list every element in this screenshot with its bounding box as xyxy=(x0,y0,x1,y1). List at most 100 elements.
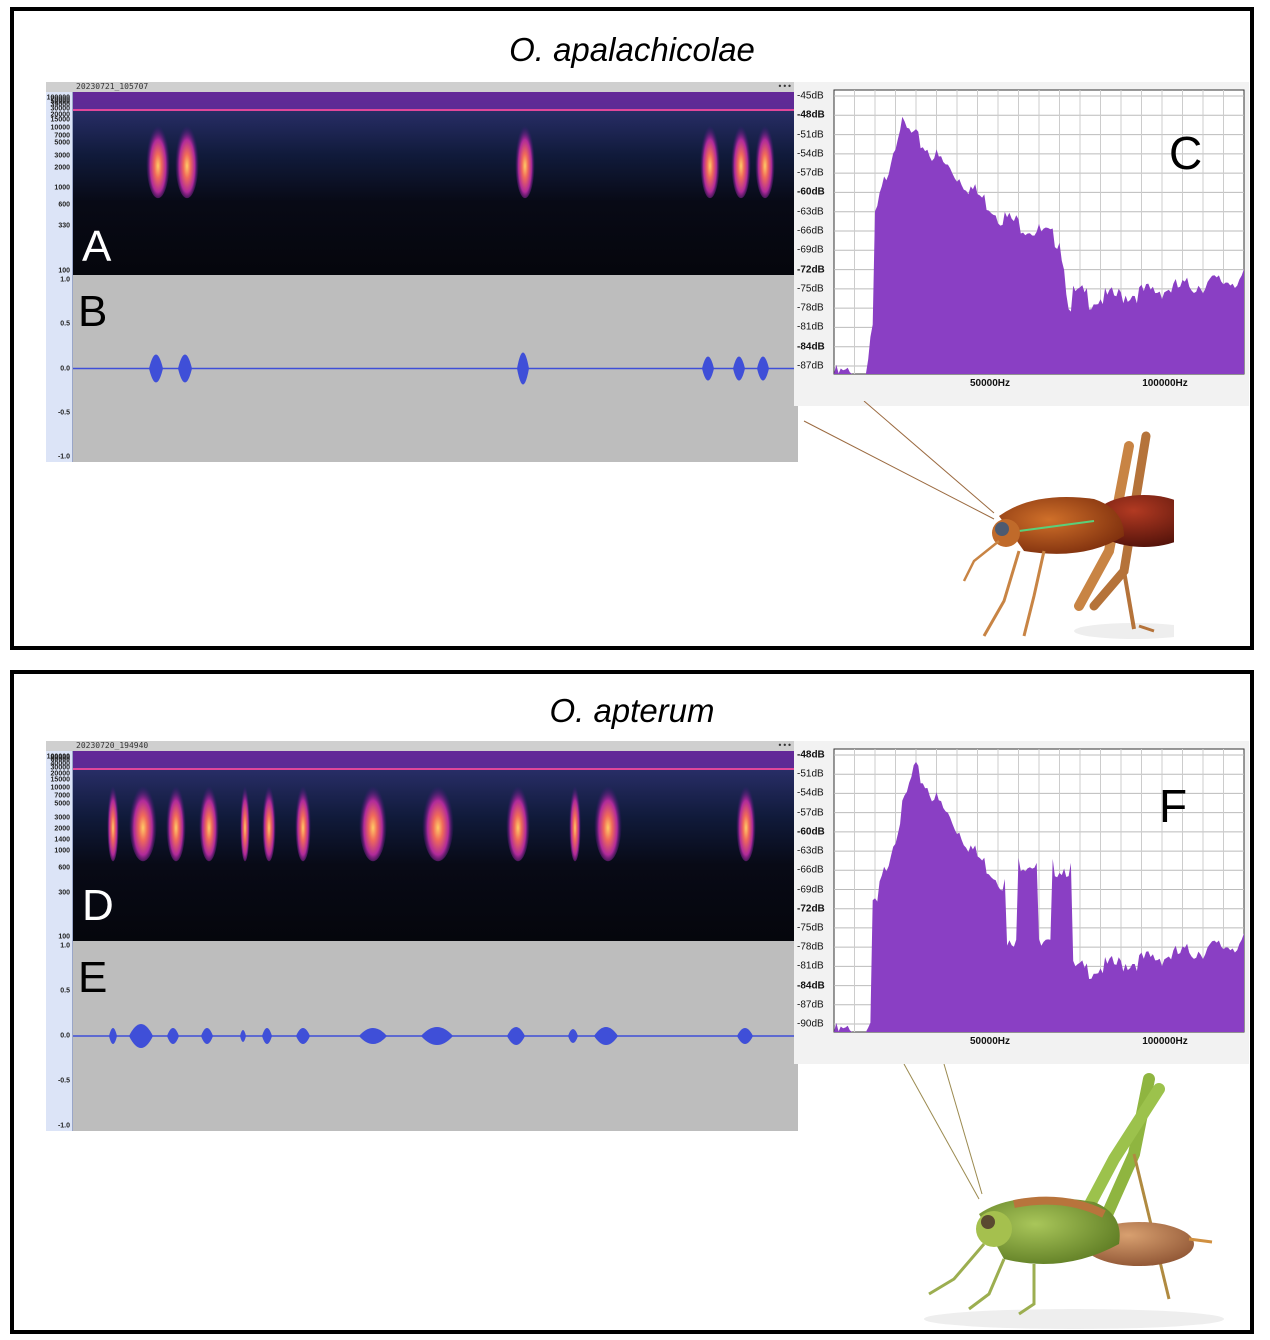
freq-tick-label: 100000Hz xyxy=(1142,378,1188,389)
db-tick-label: -51dB xyxy=(797,129,824,141)
db-tick-label: -54dB xyxy=(797,148,824,160)
db-tick-label: -69dB xyxy=(797,244,824,256)
spectro-tick-label: 2000 xyxy=(54,825,70,833)
db-tick-label: -72dB xyxy=(797,903,825,915)
waveform xyxy=(73,275,798,462)
db-tick-label: -78dB xyxy=(797,302,824,314)
frequency-spectrum: -45dB -48dB -51dB -54dB -57dB -60dB -63dB -66dB… xyxy=(794,82,1249,406)
track-menu-icon[interactable]: ••• xyxy=(777,82,792,91)
db-tick-label: -75dB xyxy=(797,283,824,295)
spectro-tick-label: 7000 xyxy=(54,792,70,800)
spectro-tick-label: 10000 xyxy=(50,124,70,132)
waveform-burst xyxy=(594,1027,618,1045)
db-tick-label: -81dB xyxy=(797,321,824,333)
db-tick-label: -69dB xyxy=(797,884,824,895)
db-tick-label: -66dB xyxy=(797,864,824,876)
wave-tick-label: -1.0 xyxy=(57,1122,70,1130)
spectro-tick-label: 100000 xyxy=(46,753,70,761)
db-tick-label: -57dB xyxy=(797,807,824,819)
wave-tick-label: 0.5 xyxy=(60,987,70,995)
spectro-tick-label: 40000 xyxy=(50,760,70,768)
track-menu-icon[interactable]: ••• xyxy=(777,741,792,750)
waveform-burst xyxy=(149,354,163,383)
spectrogram-pulse xyxy=(736,777,756,862)
spectrogram-pulse xyxy=(506,777,530,862)
spectrum-fill xyxy=(834,116,1244,374)
waveform-burst xyxy=(262,1028,272,1044)
wave-tick-label: 0.0 xyxy=(60,1032,70,1040)
spectro-tick-label: 60000 xyxy=(50,756,70,764)
waveform-burst xyxy=(757,356,769,381)
waveform-burst xyxy=(359,1028,387,1044)
db-tick-label: -90dB xyxy=(797,1018,824,1030)
db-tick-label: -78dB xyxy=(797,941,824,953)
wave-tick-label: 1.0 xyxy=(60,276,70,284)
spectrogram-pulse xyxy=(107,777,119,862)
spectro-tick-label: 15000 xyxy=(50,776,70,784)
spectro-tick-label: 15000 xyxy=(50,116,70,124)
spectro-tick-label: 20000 xyxy=(50,770,70,778)
wave-tick-label: -0.5 xyxy=(57,409,70,417)
spectrogram-pulse xyxy=(262,777,276,862)
spectrogram-pulse xyxy=(240,777,250,862)
freq-tick-label: 50000Hz xyxy=(970,378,1011,389)
spectrogram xyxy=(73,92,798,275)
spectro-tick-label: 330 xyxy=(58,222,70,230)
db-tick-label: -84dB xyxy=(797,341,825,353)
waveform-burst xyxy=(737,1028,753,1044)
spectro-tick-label: 1400 xyxy=(54,836,70,844)
panel-top: O. apalachicolae 20230721_105707 ••• 100… xyxy=(10,7,1254,650)
spectrogram xyxy=(73,751,798,941)
freq-tick-label: 50000Hz xyxy=(970,1036,1011,1047)
waveform-burst xyxy=(201,1028,213,1044)
panel-letter-c: C xyxy=(1169,127,1203,179)
spectro-tick-label: 3000 xyxy=(54,814,70,822)
panel-letter-b: B xyxy=(78,287,108,336)
waveform-burst xyxy=(568,1029,578,1043)
spectro-tick-label: 10000 xyxy=(50,784,70,792)
waveform-burst xyxy=(178,354,192,383)
spectro-tick-label: 30000 xyxy=(50,764,70,772)
db-tick-label: -81dB xyxy=(797,960,824,972)
waveform-burst xyxy=(109,1028,117,1044)
waveform-burst xyxy=(296,1028,310,1044)
waveform-burst xyxy=(733,356,745,381)
spectrogram-pulse xyxy=(166,777,186,862)
spectro-tick-label: 80000 xyxy=(50,754,70,762)
spectro-tick-label: 7000 xyxy=(54,132,70,140)
spectro-tick-label: 100 xyxy=(58,267,70,275)
waveform-burst xyxy=(517,352,529,385)
spectrogram-pulse xyxy=(755,117,775,199)
track-ruler: 100000 70000 50000 39000 30000 20000 15000 1000… xyxy=(46,92,73,462)
spectro-tick-label: 1000 xyxy=(54,184,70,192)
spectro-tick-label: 1000 xyxy=(54,847,70,855)
panel-letter-e: E xyxy=(78,953,108,1002)
spectrogram-pulse xyxy=(515,117,535,199)
spectro-tick-label: 5000 xyxy=(54,800,70,808)
db-tick-label: -75dB xyxy=(797,922,824,934)
katydid-photo-orange xyxy=(803,401,1174,639)
spectro-tick-label: 3000 xyxy=(54,152,70,160)
spectro-tick-label: 39000 xyxy=(50,101,70,109)
db-tick-label: -87dB xyxy=(797,360,824,372)
db-tick-label: -63dB xyxy=(797,845,824,857)
panel-letter-a: A xyxy=(82,222,112,271)
waveform-burst xyxy=(507,1027,525,1045)
spectrogram-pulse xyxy=(199,777,219,862)
spectrum-fill xyxy=(834,761,1244,1032)
panel-bottom: O. apterum 20230720_194940 ••• 100000 800… xyxy=(10,670,1254,1334)
waveform xyxy=(73,941,798,1131)
spectrogram-pulse xyxy=(359,777,387,862)
wave-tick-label: -1.0 xyxy=(57,453,70,461)
species-title: O. apterum xyxy=(549,692,715,729)
freq-tick-label: 100000Hz xyxy=(1142,1036,1188,1047)
waveform-burst xyxy=(421,1027,453,1045)
spectrogram-pulse xyxy=(569,777,581,862)
db-tick-label: -45dB xyxy=(797,90,824,102)
spectro-tick-label: 5000 xyxy=(54,139,70,147)
db-tick-label: -48dB xyxy=(797,749,825,761)
db-tick-label: -48dB xyxy=(797,109,825,121)
spectro-tick-label: 600 xyxy=(58,864,70,872)
db-tick-label: -60dB xyxy=(797,186,825,198)
db-tick-label: -54dB xyxy=(797,787,824,799)
